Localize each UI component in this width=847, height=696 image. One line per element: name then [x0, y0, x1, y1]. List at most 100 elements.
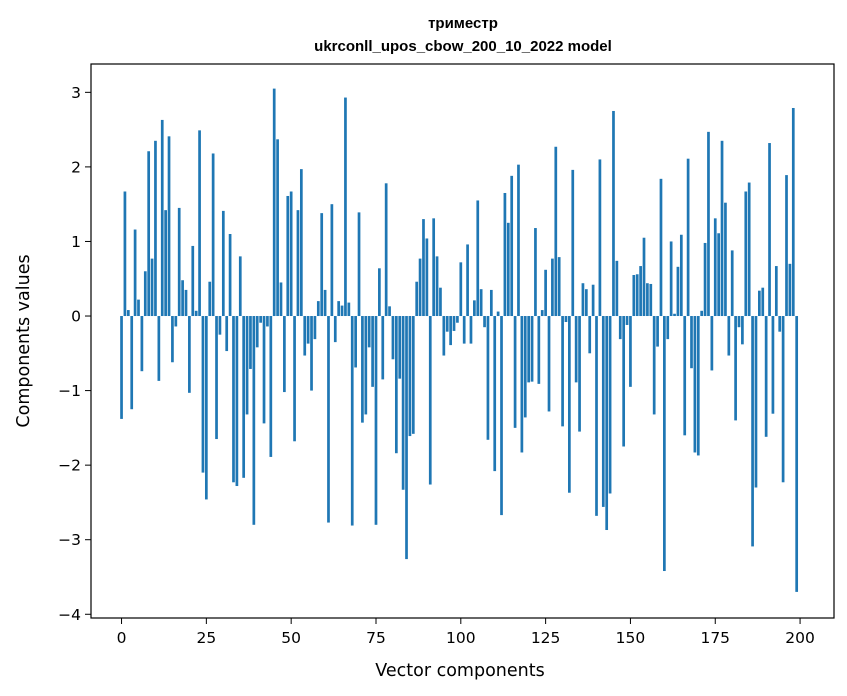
bar	[774, 266, 778, 317]
bar	[724, 202, 727, 317]
bar	[612, 110, 615, 317]
bar	[225, 316, 229, 352]
bar	[221, 210, 225, 317]
bar	[595, 316, 598, 516]
bar	[140, 316, 144, 372]
bar	[394, 316, 398, 454]
bar	[795, 316, 799, 592]
bar	[266, 316, 269, 327]
bar	[255, 316, 259, 348]
bar	[551, 258, 554, 317]
bar	[204, 316, 208, 500]
bar	[730, 250, 734, 317]
bar	[608, 316, 612, 494]
bar	[449, 316, 452, 346]
bar	[523, 316, 527, 418]
bar	[693, 316, 697, 453]
bar	[303, 316, 307, 356]
bar	[618, 316, 622, 340]
y-tick-label: 1	[71, 233, 81, 251]
bar	[479, 289, 483, 317]
bar	[269, 316, 273, 457]
bar	[520, 316, 524, 453]
bar	[751, 316, 754, 547]
bar	[323, 289, 327, 317]
y-tick-label: 0	[71, 308, 81, 326]
bar	[123, 191, 127, 317]
bar	[391, 316, 395, 360]
bar	[143, 271, 147, 317]
bar	[191, 245, 195, 317]
bar	[242, 316, 246, 478]
bar	[561, 316, 564, 427]
bar	[764, 316, 768, 437]
bar	[337, 301, 341, 317]
bar	[350, 316, 354, 526]
bar	[201, 316, 205, 473]
bar	[286, 195, 290, 317]
bar	[120, 316, 123, 419]
bar	[160, 119, 164, 317]
bar	[513, 316, 517, 428]
bar	[194, 310, 198, 317]
bar	[439, 287, 442, 317]
x-axis: 0 25 50 75 100 125 150 175 200	[117, 618, 815, 647]
bar	[415, 281, 419, 317]
bar	[293, 316, 296, 442]
bar	[737, 316, 741, 328]
y-axis: −4 −3 −2 −1 0 1 2 3	[58, 84, 91, 624]
bar	[622, 316, 626, 447]
y-tick-label: −1	[58, 382, 81, 400]
bar	[700, 310, 704, 317]
bar	[652, 316, 656, 415]
bar	[690, 316, 693, 369]
bar	[289, 191, 293, 317]
bar	[564, 316, 568, 322]
bar	[130, 316, 134, 410]
bar	[598, 159, 602, 317]
bar	[283, 316, 286, 393]
bar	[578, 316, 581, 432]
bar	[517, 164, 520, 317]
bar	[473, 300, 476, 317]
bar	[741, 316, 744, 345]
bar	[506, 222, 510, 317]
bar	[381, 316, 385, 380]
bar	[510, 175, 514, 317]
bar	[340, 305, 344, 317]
bar	[540, 310, 544, 317]
bar	[707, 131, 710, 317]
bar	[591, 284, 595, 317]
bar	[642, 237, 646, 317]
chart-subtitle: ukrconll_upos_cbow_200_10_2022 model	[314, 38, 612, 55]
bar	[462, 316, 466, 344]
bar	[544, 269, 547, 317]
y-tick-label: −4	[58, 606, 81, 624]
x-tick-label: 75	[366, 629, 386, 647]
bar	[327, 316, 330, 523]
bar	[432, 218, 436, 317]
x-tick-label: 200	[785, 629, 815, 647]
x-tick-label: 150	[616, 629, 646, 647]
bar	[344, 97, 347, 317]
bar	[663, 316, 666, 572]
x-tick-label: 50	[281, 629, 301, 647]
bar	[601, 316, 605, 507]
bar	[710, 316, 714, 371]
bar	[398, 316, 402, 379]
bar	[669, 241, 673, 317]
bar	[734, 316, 737, 421]
bar	[754, 316, 758, 488]
bar	[574, 316, 578, 383]
plot-frame	[90, 63, 835, 619]
bar	[316, 301, 320, 317]
bar	[554, 146, 558, 317]
bar	[459, 262, 463, 317]
bar	[232, 316, 235, 483]
x-tick-label: 0	[117, 629, 127, 647]
bar	[768, 143, 771, 317]
bar	[632, 275, 636, 317]
bar	[306, 316, 310, 344]
bar	[476, 200, 480, 317]
